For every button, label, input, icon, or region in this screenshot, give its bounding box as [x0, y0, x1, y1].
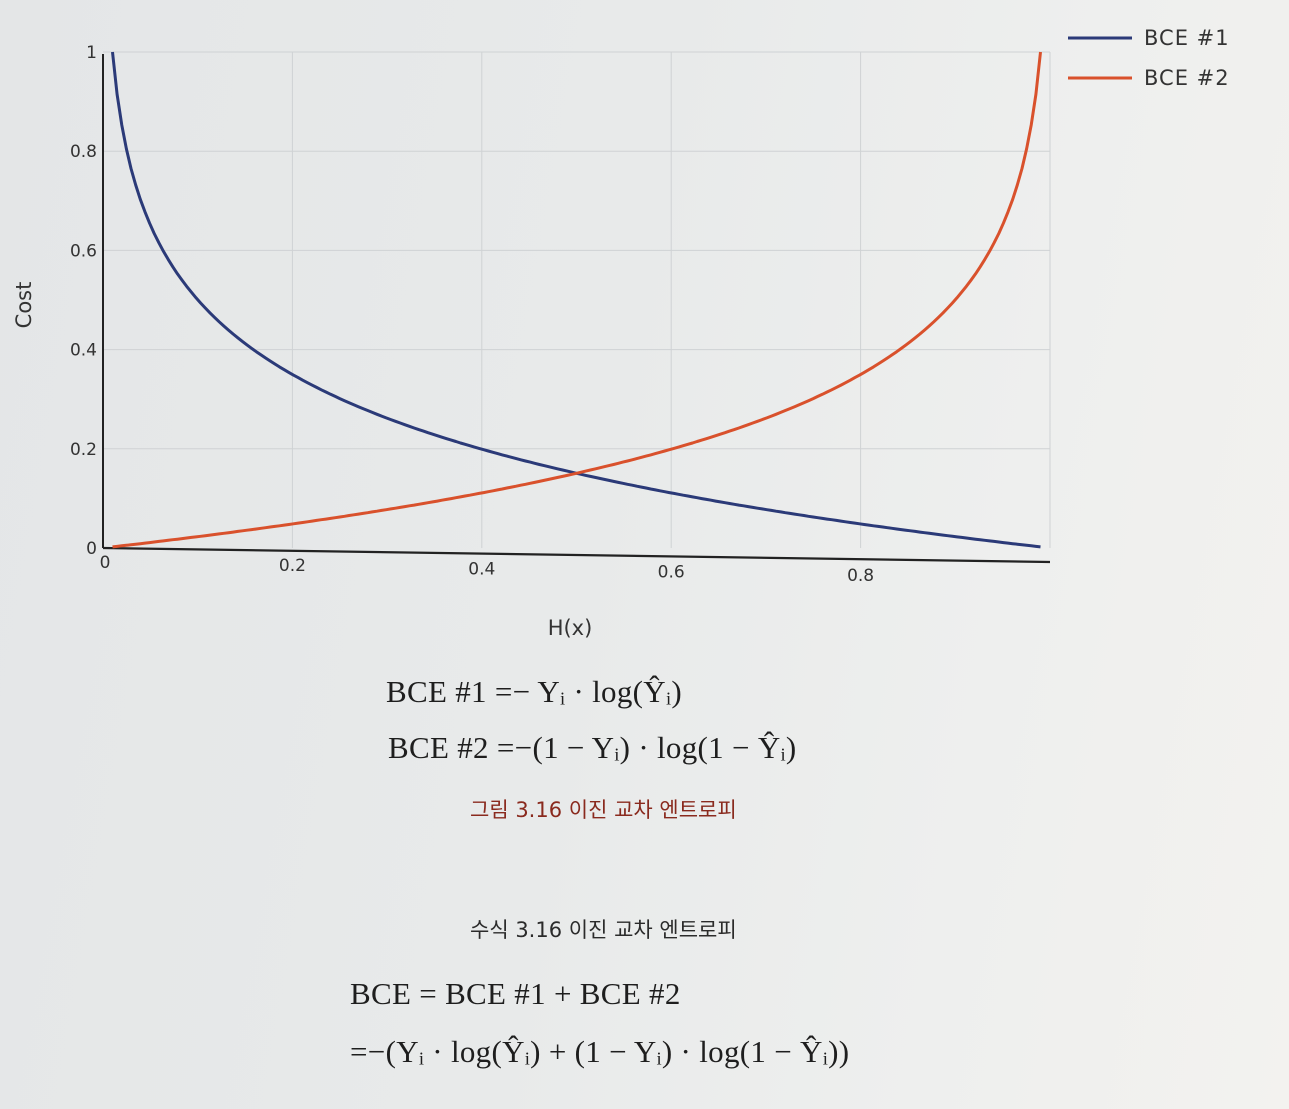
x-tick-label: 0.6 — [658, 563, 685, 583]
x-tick-label: 0.8 — [847, 566, 874, 586]
equation-bce2: BCE #2 =−(1 − Yᵢ) · log(1 − Ŷᵢ) — [388, 730, 797, 765]
x-tick-label: 0.2 — [279, 556, 306, 576]
chart-series — [111, 51, 1042, 549]
y-tick-label: 0.8 — [70, 142, 97, 162]
chart-grid — [103, 51, 1051, 548]
y-tick-label: 0.2 — [70, 440, 97, 460]
y-tick-label: 0.6 — [70, 241, 97, 261]
equation-caption: 수식 3.16 이진 교차 엔트로피 — [470, 918, 737, 942]
chart-legend: BCE #1 BCE #2 — [1068, 26, 1230, 90]
y-tick-label: 1 — [86, 43, 97, 63]
x-tick-label: 0 — [100, 553, 111, 573]
y-axis-label: Cost — [12, 282, 36, 329]
legend-label-2: BCE #2 — [1144, 66, 1230, 90]
legend-label-1: BCE #1 — [1144, 26, 1230, 50]
y-tick-label: 0.4 — [70, 341, 97, 361]
series-line-2 — [112, 51, 1042, 549]
equation-bce-full: =−(Yᵢ · log(Ŷᵢ) + (1 − Yᵢ) · log(1 − Ŷᵢ)… — [350, 1034, 850, 1069]
figure-caption: 그림 3.16 이진 교차 엔트로피 — [470, 798, 737, 822]
equation-bce1: BCE #1 =− Yᵢ · log(Ŷᵢ) — [386, 674, 682, 709]
x-axis-line — [102, 546, 1051, 564]
chart-tick-labels: 0 0.2 0.4 0.6 0.8 1 0 0.2 0.4 0.6 0.8 — [70, 43, 874, 586]
equation-bce-sum: BCE = BCE #1 + BCE #2 — [350, 976, 681, 1011]
bce-chart: 0 0.2 0.4 0.6 0.8 1 0 0.2 0.4 0.6 0.8 BCE #1 BCE #2… — [12, 26, 1230, 640]
y-tick-label: 0 — [86, 539, 97, 559]
x-axis-label: H(x) — [548, 616, 593, 640]
chart-axes — [102, 54, 1051, 564]
x-tick-label: 0.4 — [468, 559, 495, 579]
